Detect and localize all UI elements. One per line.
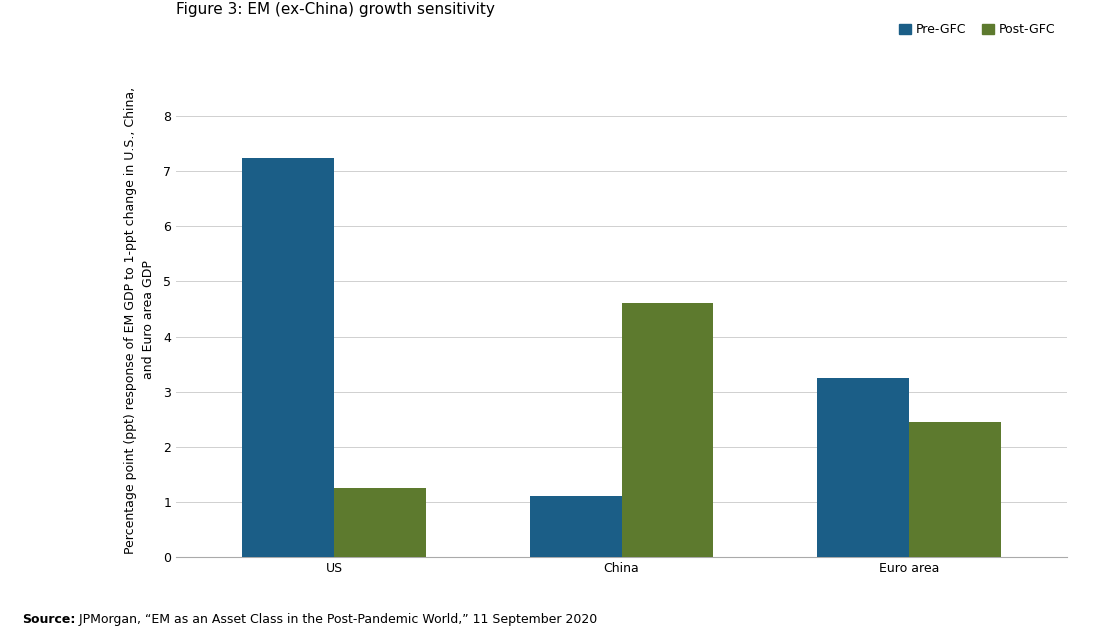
Bar — [909, 422, 1001, 557]
Y-axis label: Percentage point (ppt) response of EM GDP to 1-ppt change in U.S., China,
and Eu: Percentage point (ppt) response of EM GD… — [124, 86, 155, 554]
Legend: Pre-GFC, Post-GFC: Pre-GFC, Post-GFC — [893, 19, 1060, 42]
Text: JPMorgan, “EM as an Asset Class in the Post-Pandemic World,” 11 September 2020: JPMorgan, “EM as an Asset Class in the P… — [75, 613, 597, 626]
Text: Figure 3: EM (ex-China) growth sensitivity: Figure 3: EM (ex-China) growth sensitivi… — [176, 2, 495, 17]
Bar — [242, 157, 334, 557]
Bar — [817, 378, 909, 557]
Bar — [621, 303, 714, 557]
Text: Source:: Source: — [22, 613, 76, 626]
Bar — [529, 496, 622, 557]
Bar — [334, 488, 426, 557]
